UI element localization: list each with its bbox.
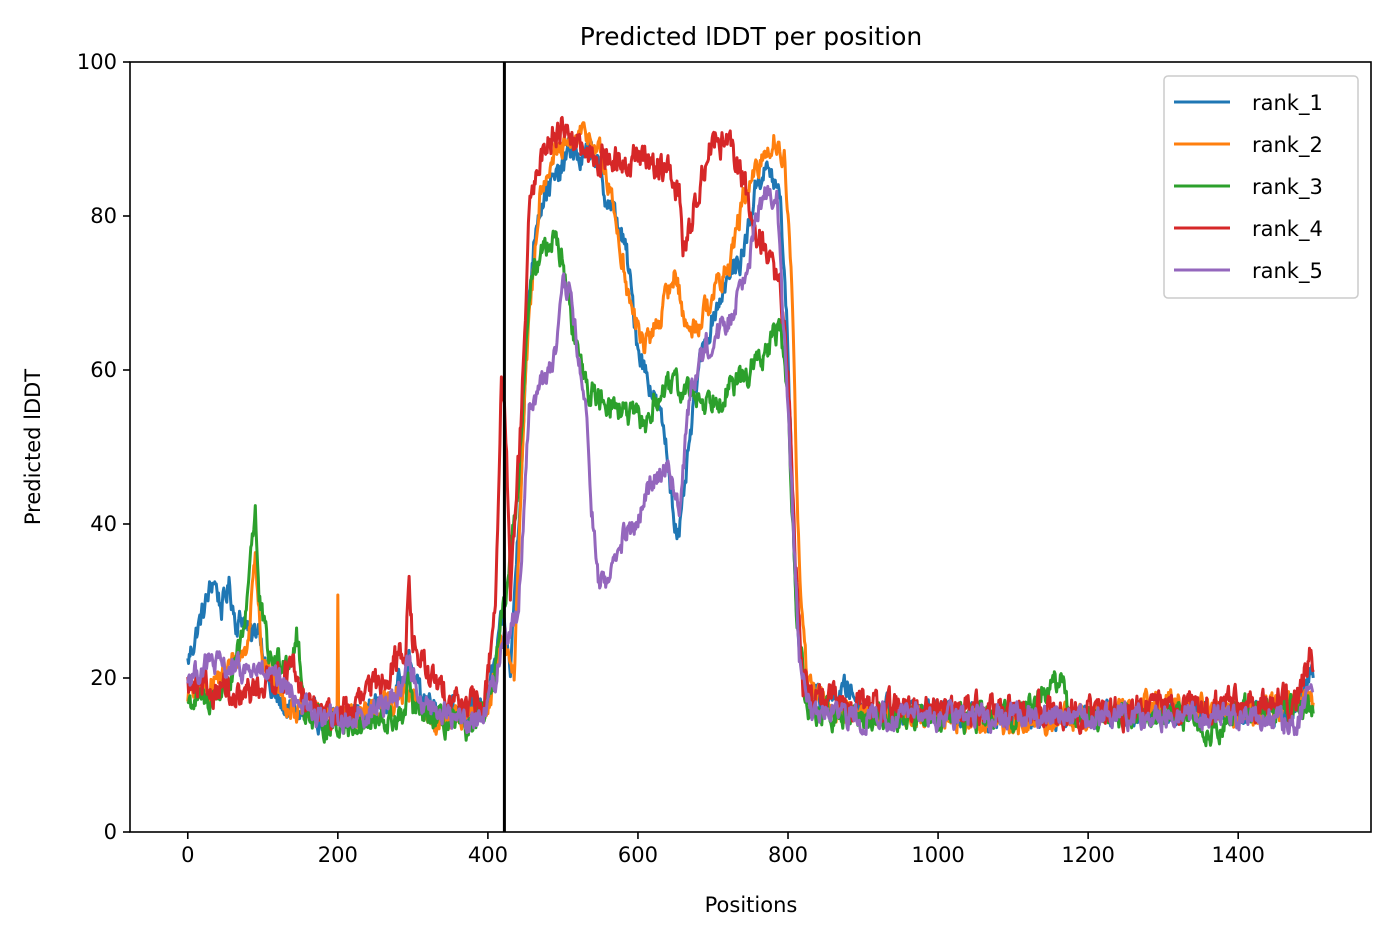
legend-label-rank_3: rank_3 xyxy=(1252,175,1323,200)
plot-frame xyxy=(129,61,1372,833)
y-tick-label: 40 xyxy=(90,512,117,536)
y-axis-label: Predicted lDDT xyxy=(21,369,45,525)
y-tick-label: 0 xyxy=(104,820,117,844)
x-tick-label: 600 xyxy=(618,843,658,867)
series-line-rank_5 xyxy=(186,184,1315,737)
x-tick-label: 1200 xyxy=(1061,843,1114,867)
legend-box xyxy=(1163,75,1359,299)
x-axis-label: Positions xyxy=(705,893,798,917)
y-tick-label: 20 xyxy=(90,666,117,690)
legend-label-rank_5: rank_5 xyxy=(1252,259,1323,284)
x-tick-label: 800 xyxy=(768,843,808,867)
legend: rank_1 rank_2 rank_3 rank_4 rank_5 xyxy=(1163,75,1359,299)
x-tick-label: 0 xyxy=(181,843,194,867)
axes: 0 200 400 600 800 1000 1200 1400 0 20 40 60 80 100 xyxy=(77,50,1372,867)
y-tick-label: 60 xyxy=(90,358,117,382)
legend-label-rank_4: rank_4 xyxy=(1252,217,1323,242)
y-tick-label: 100 xyxy=(77,50,117,74)
chart-title: Predicted lDDT per position xyxy=(580,22,922,51)
x-tick-label: 1400 xyxy=(1211,843,1264,867)
x-tick-label: 1000 xyxy=(911,843,964,867)
x-tick-label: 400 xyxy=(468,843,508,867)
y-tick-label: 80 xyxy=(90,204,117,228)
legend-label-rank_2: rank_2 xyxy=(1252,133,1323,158)
legend-label-rank_1: rank_1 xyxy=(1252,91,1323,116)
x-tick-label: 200 xyxy=(318,843,358,867)
plot-lines xyxy=(186,62,1315,832)
